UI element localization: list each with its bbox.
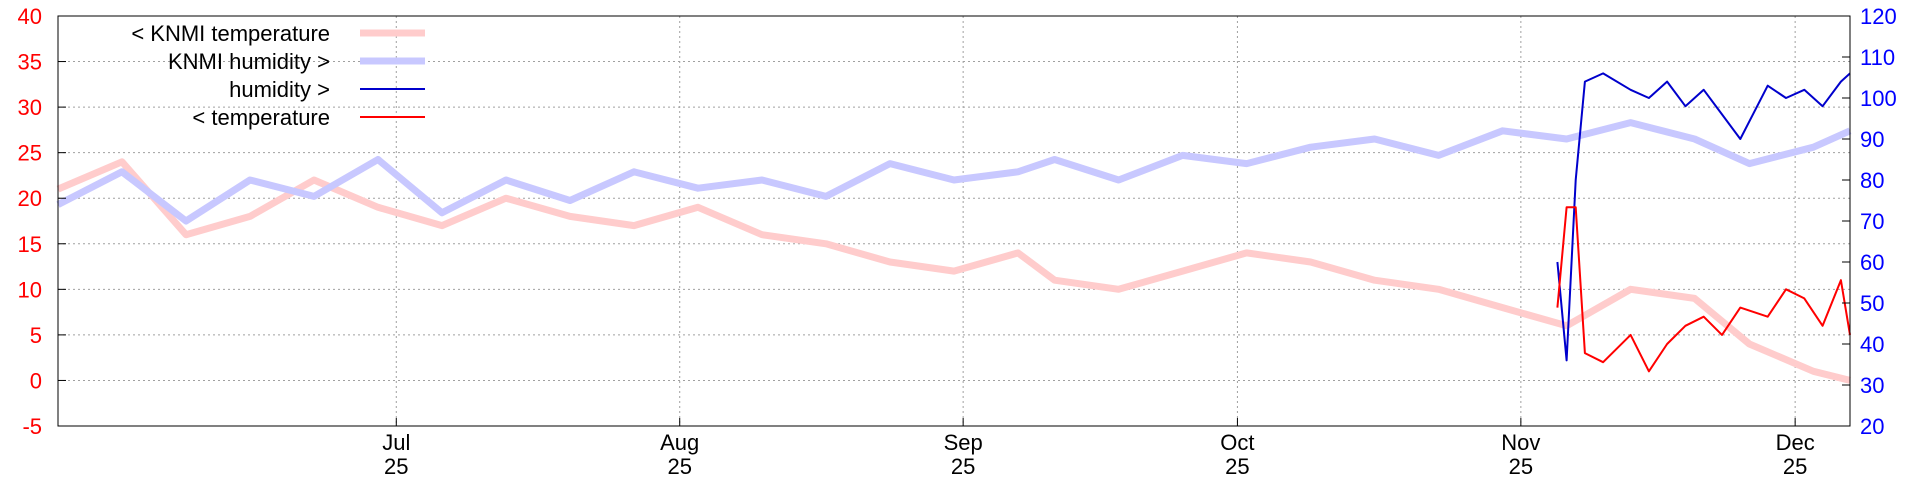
legend-label-1: < KNMI temperature: [131, 21, 330, 46]
right-tick-label: 100: [1860, 86, 1897, 111]
right-tick-label: 50: [1860, 291, 1884, 316]
legend-label-4: < temperature: [192, 105, 330, 130]
x-tick-label-month: Aug: [660, 430, 699, 455]
right-tick-label: 120: [1860, 4, 1897, 29]
tick-layer: [58, 15, 1850, 427]
legend: < KNMI temperature KNMI humidity > humidit…: [131, 21, 425, 130]
x-tick-label-day: 25: [667, 454, 691, 479]
x-tick-label-month: Jul: [382, 430, 410, 455]
right-tick-label: 20: [1860, 414, 1884, 439]
right-tick-label: 110: [1860, 45, 1895, 70]
x-tick-label-month: Dec: [1776, 430, 1815, 455]
x-tick-label-month: Sep: [944, 430, 983, 455]
series-line-2: [56, 119, 1852, 225]
series-line-4: [1556, 206, 1851, 373]
grid: [58, 16, 1850, 426]
right-tick-label: 30: [1860, 373, 1884, 398]
right-axis-labels: 120 110 100 90 80 70 60 50 40 30 20: [1860, 4, 1897, 439]
left-tick-label: 20: [18, 186, 42, 211]
left-tick-label: -5: [22, 414, 42, 439]
x-tick-label-day: 25: [951, 454, 975, 479]
left-tick-label: 15: [18, 232, 42, 257]
left-tick-label: 35: [18, 50, 42, 75]
right-tick-label: 60: [1860, 250, 1884, 275]
x-tick-label-month: Nov: [1501, 430, 1540, 455]
x-tick-label-day: 25: [1783, 454, 1807, 479]
right-tick-label: 40: [1860, 332, 1884, 357]
legend-label-2: KNMI humidity >: [168, 49, 330, 74]
x-tick-label-day: 25: [1225, 454, 1249, 479]
left-tick-label: 30: [18, 95, 42, 120]
right-tick-label: 80: [1860, 168, 1884, 193]
left-axis-labels: 40 35 30 25 20 15 10 5 0 -5: [18, 4, 42, 439]
x-tick-label-day: 25: [1509, 454, 1533, 479]
x-tick-label-day: 25: [384, 454, 408, 479]
left-tick-label: 10: [18, 277, 42, 302]
series-layer: [56, 72, 1852, 384]
x-tick-label-month: Oct: [1220, 430, 1254, 455]
left-tick-label: 5: [30, 323, 42, 348]
right-tick-label: 90: [1860, 127, 1884, 152]
legend-label-3: humidity >: [229, 77, 330, 102]
left-tick-label: 0: [30, 368, 42, 393]
series-line-1: [56, 158, 1851, 384]
right-tick-label: 70: [1860, 209, 1884, 234]
left-tick-label: 40: [18, 4, 42, 29]
series-line-3: [1556, 72, 1851, 362]
left-tick-label: 25: [18, 141, 42, 166]
